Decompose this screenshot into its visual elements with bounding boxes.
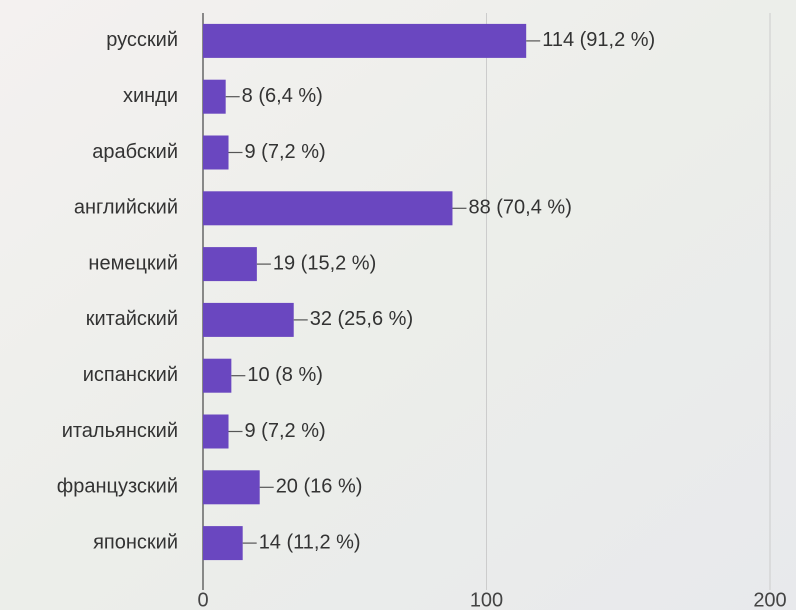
value-label: 114 (91,2 %) — [542, 29, 655, 51]
y-tick-label: немецкий — [88, 252, 178, 274]
y-tick-label: японский — [93, 531, 178, 553]
bar — [203, 526, 243, 560]
value-label: 10 (8 %) — [247, 364, 323, 386]
value-label: 88 (70,4 %) — [468, 197, 571, 219]
bar — [203, 80, 226, 114]
y-tick-label: русский — [106, 29, 178, 51]
x-tick-label: 100 — [470, 589, 503, 610]
value-label: 32 (25,6 %) — [310, 308, 413, 330]
bar — [203, 359, 231, 393]
bar — [203, 415, 229, 449]
y-tick-label: испанский — [83, 364, 178, 386]
value-label: 9 (7,2 %) — [245, 141, 326, 163]
y-tick-label: итальянский — [62, 420, 178, 442]
y-tick-label: английский — [74, 197, 178, 219]
y-tick-label: хинди — [123, 85, 178, 107]
bar — [203, 191, 452, 225]
x-tick-label: 0 — [197, 589, 208, 610]
background — [0, 0, 796, 610]
bar — [203, 470, 260, 504]
x-tick-label: 200 — [753, 589, 786, 610]
value-label: 9 (7,2 %) — [245, 420, 326, 442]
y-tick-label: арабский — [92, 141, 178, 163]
bar — [203, 24, 526, 58]
bar — [203, 136, 229, 170]
y-tick-label: китайский — [86, 308, 178, 330]
y-tick-label: французский — [57, 476, 178, 498]
value-label: 14 (11,2 %) — [259, 531, 361, 553]
chart: 0 100 200 русский 114 (91,2 %) хинди 8 (6,4 %)… — [0, 0, 796, 610]
value-label: 19 (15,2 %) — [273, 252, 376, 274]
value-label: 8 (6,4 %) — [242, 85, 323, 107]
value-label: 20 (16 %) — [276, 476, 363, 498]
bar — [203, 303, 294, 337]
bar — [203, 247, 257, 281]
